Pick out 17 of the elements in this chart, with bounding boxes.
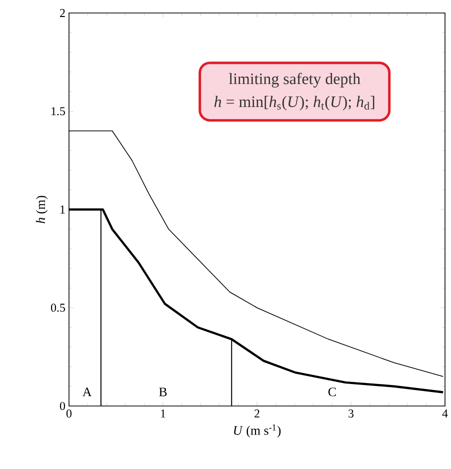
text: h = min[h$_{s}$(U); h$_{t}$(U); h$_{d}$] — [214, 96, 374, 110]
y-tick-label: 1 — [60, 206, 65, 214]
y-tick-label: 0.5 — [50, 304, 65, 312]
y-tick-label: 0 — [60, 402, 65, 410]
y-tick-label: 1.5 — [51, 107, 65, 116]
x-tick-label: 3 — [348, 410, 354, 418]
y-axis-title: h (m) — [36, 196, 48, 224]
y-tick-label: 2 — [60, 9, 65, 17]
x-tick-label: 1 — [160, 410, 166, 418]
x-tick-label: 4 — [442, 410, 448, 418]
x-axis-title: U (m s$^{-1}$) — [234, 424, 280, 438]
annotation: C — [328, 388, 336, 396]
annotation: A — [82, 388, 92, 396]
annotation: limiting safety depth — [228, 72, 360, 88]
x-tick-label: 0 — [66, 410, 72, 418]
x-tick-label: 2 — [254, 410, 260, 418]
annotation: B — [158, 388, 167, 396]
